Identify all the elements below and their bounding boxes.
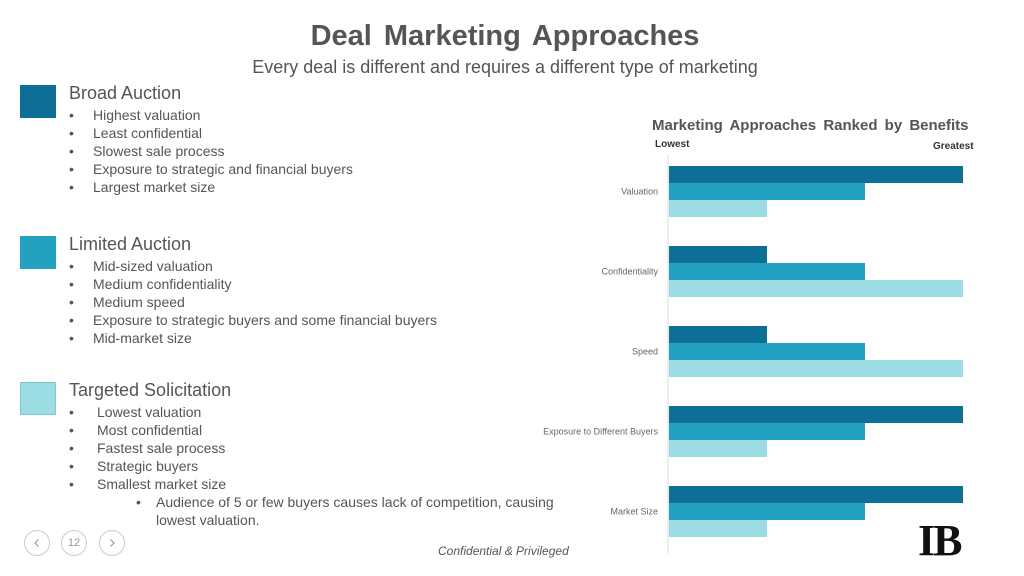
category-tick-label: Market Size [610,507,658,517]
slide-subtitle: Every deal is different and requires a d… [252,57,758,77]
bar [669,440,767,457]
bar [669,246,767,263]
bar [669,326,767,343]
bar [669,343,865,360]
category-tick-label: Speed [632,347,658,357]
bullet-item: Most confidential [69,421,226,439]
chart-title: Marketing Approaches Ranked by Benefits [652,117,969,134]
bullet-item: Medium speed [69,293,437,311]
chevron-right-icon [110,539,115,547]
sub-bullet-list: Audience of 5 or few buyers causes lack … [136,493,586,529]
bullet-list: Mid-sized valuation Medium confidentiali… [69,257,437,347]
next-slide-button[interactable] [99,530,125,556]
sub-bullet-item: Audience of 5 or few buyers causes lack … [136,493,586,529]
bar [669,423,865,440]
legend-swatch-broad-auction [20,85,56,118]
scale-high-label: Greatest [933,141,974,152]
bullet-item: Mid-market size [69,329,437,347]
bullet-item: Lowest valuation [69,403,226,421]
chevron-left-icon [34,539,39,547]
bullet-item: Exposure to strategic and financial buye… [69,160,353,178]
section-title: Limited Auction [69,234,192,254]
category-tick-label: Confidentiality [601,267,658,277]
category-tick-label: Exposure to Different Buyers [543,427,658,437]
bar [669,183,865,200]
bar [669,406,963,423]
bullet-item: Largest market size [69,178,353,196]
bar [669,503,865,520]
bullet-item: Least confidential [69,124,353,142]
bullet-item: Smallest market size [69,475,226,493]
bar [669,486,963,503]
category-tick-label: Valuation [621,187,658,197]
bar [669,360,963,377]
bullet-item: Highest valuation [69,106,353,124]
bullet-item: Strategic buyers [69,457,226,475]
bullet-list: Highest valuation Least confidential Slo… [69,106,353,196]
bullet-item: Exposure to strategic buyers and some fi… [69,311,437,329]
bullet-item: Fastest sale process [69,439,226,457]
bullet-item: Mid-sized valuation [69,257,437,275]
previous-slide-button[interactable] [24,530,50,556]
page-number: 12 [61,530,87,556]
legend-swatch-limited-auction [20,236,56,269]
ib-logo: IB [918,516,963,565]
bar [669,520,767,537]
bullet-item: Medium confidentiality [69,275,437,293]
bullet-item: Slowest sale process [69,142,353,160]
bar [669,263,865,280]
confidential-footer: Confidential & Privileged [438,544,569,558]
section-title: Targeted Solicitation [69,380,232,400]
legend-swatch-targeted-solicitation [20,382,56,415]
bar [669,280,963,297]
bar [669,166,963,183]
bar [669,200,767,217]
scale-low-label: Lowest [655,139,690,150]
bar-chart: Valuation Confidentiality Speed Exposure to… [543,155,963,553]
bullet-list: Lowest valuation Most confidential Faste… [69,403,226,493]
slide-title: Deal Marketing Approaches [310,20,700,52]
section-title: Broad Auction [69,83,182,103]
